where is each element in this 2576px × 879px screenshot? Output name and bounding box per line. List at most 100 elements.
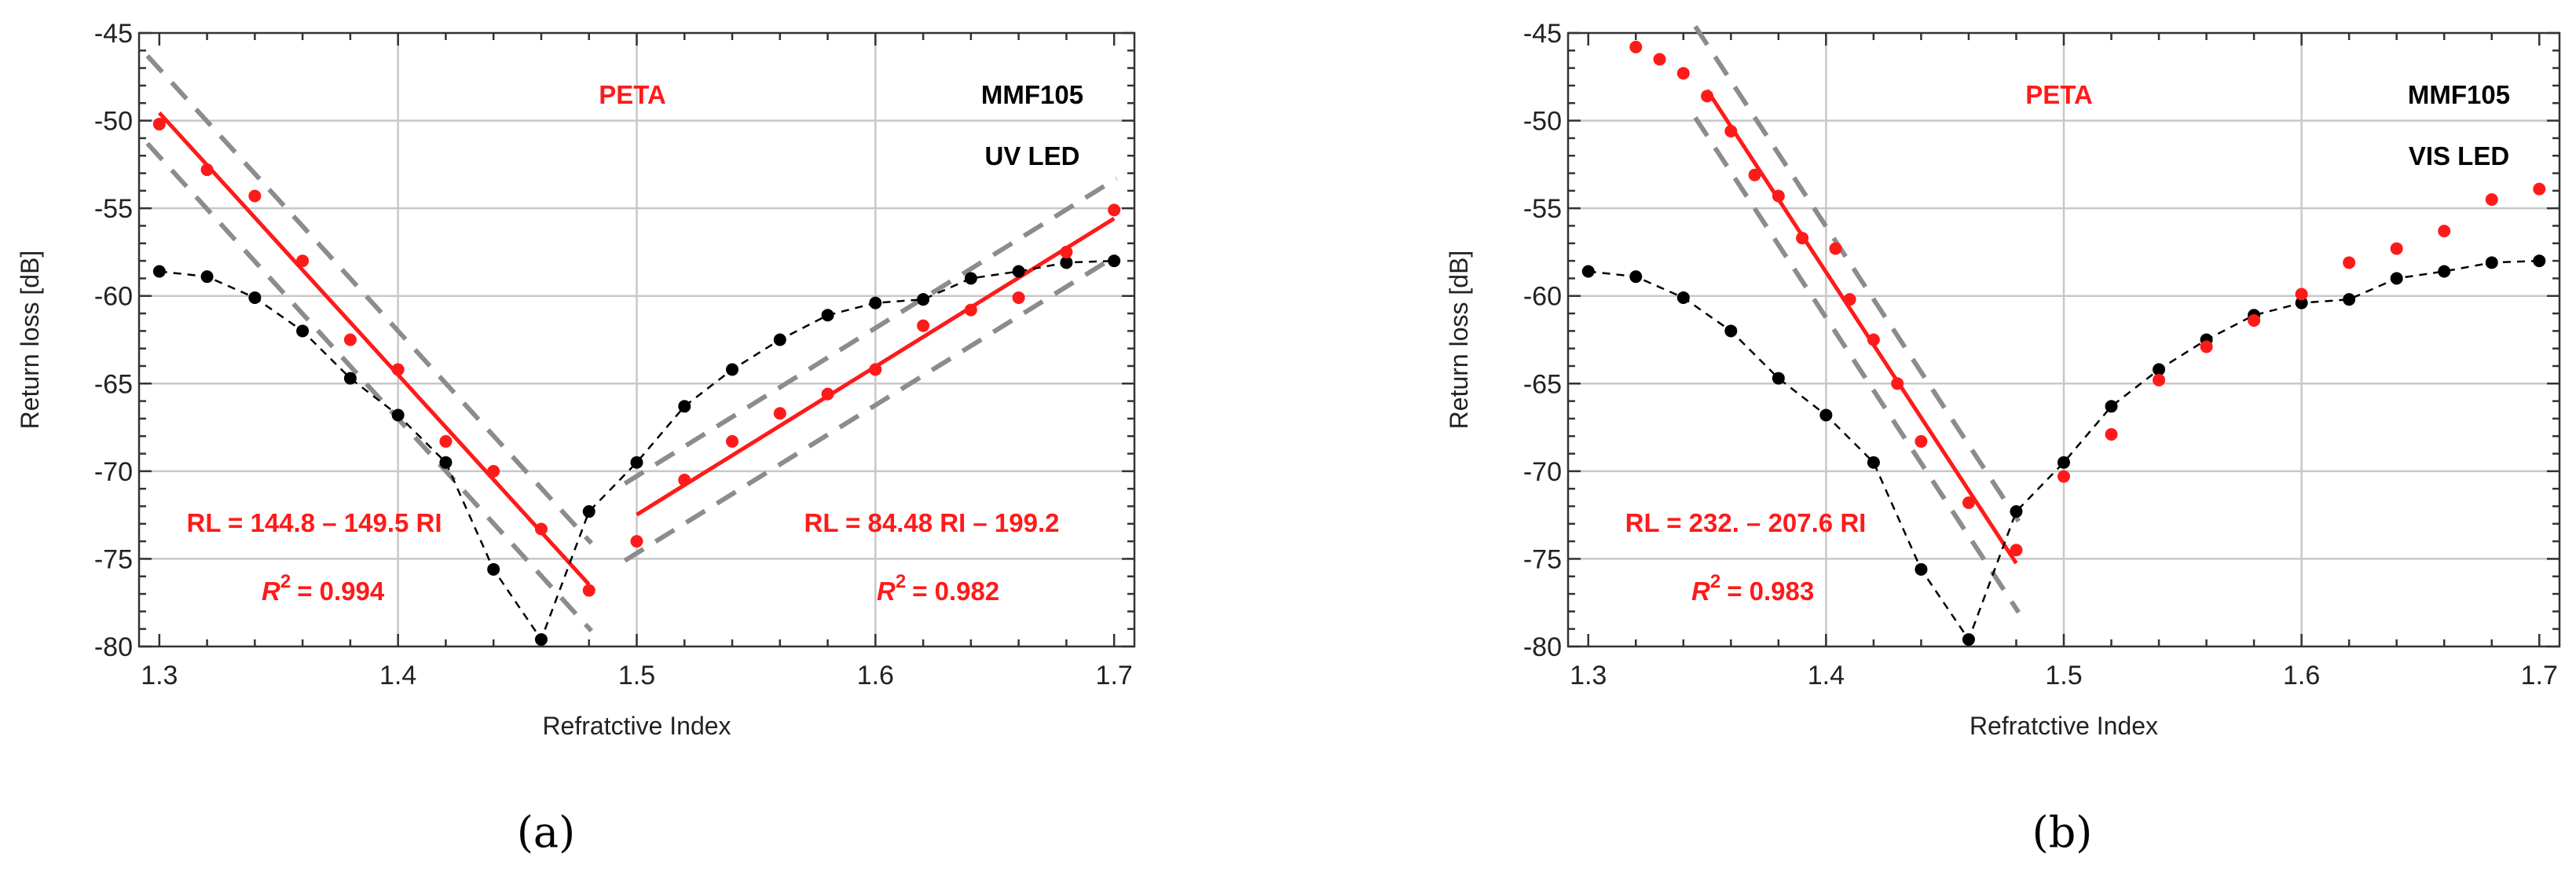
peta-point [2438,225,2451,238]
reference-point [1915,562,1928,576]
peta-point [2390,242,2403,255]
peta-point [200,163,214,177]
y-tick-label: -65 [94,369,133,399]
reference-point [2533,255,2546,268]
fit-line [1705,89,2018,565]
peta-point [1915,434,1928,448]
reference-point [821,309,834,322]
y-tick-label: -50 [1523,107,1562,137]
y-tick-label: -80 [1523,632,1562,662]
reference-point [152,265,166,278]
material-label: PETA [2025,80,2093,109]
r-squared-label: R2 = 0.983 [1691,571,1814,606]
reference-curve [1588,259,2540,642]
reference-point [2438,265,2451,278]
reference-point [2485,256,2498,269]
y-tick-label: -80 [94,632,133,662]
peta-point [964,303,977,317]
reference-point [1629,270,1643,284]
y-tick-label: -70 [1523,457,1562,487]
peta-point [2533,182,2546,196]
peta-point [1829,242,1842,255]
material-label: PETA [599,80,666,109]
reference-point [1772,372,1785,385]
peta-point [773,407,786,420]
peta-point [487,464,500,478]
peta-point [678,474,691,487]
r-exponent: 2 [896,571,906,592]
y-tick-label: -60 [94,282,133,312]
reference-point [2105,400,2118,413]
peta-point [391,363,405,376]
peta-point [296,255,310,268]
reference-point [1819,408,1833,422]
fit-equation: RL = 232. – 207.6 RI [1625,508,1867,537]
peta-point [582,584,595,597]
reference-point [1962,633,1975,646]
peta-point [1796,232,1809,245]
reference-point [2058,456,2070,469]
reference-point [869,296,882,309]
panel-a: 1.3 1.4 1.5 1.6 1.7 -45 -50 -55 -60 -65 -70 -75 -80 R… [16,19,1136,857]
reference-point [439,456,453,469]
fiber-label: MMF105 [2408,80,2510,109]
peta-point [439,434,453,448]
peta-point [1772,189,1785,203]
reference-point [582,505,595,518]
peta-point [1676,67,1690,80]
reference-point [296,324,310,338]
reference-point [248,291,262,304]
x-tick-label: 1.7 [1096,661,1133,690]
r-squared-value: = 0.994 [297,577,385,606]
reference-point [487,562,500,576]
panel-caption: (b) [2032,808,2093,857]
peta-point [1701,90,1714,103]
light-source-label: VIS LED [2409,141,2509,170]
reference-point [917,293,930,306]
x-axis-label: Refratctive Index [542,712,731,740]
peta-point [726,434,739,448]
reference-point [1060,256,1073,269]
reference-point [391,408,405,422]
x-tick-label: 1.4 [1808,661,1845,690]
panel-caption: (a) [517,808,575,857]
reference-point [2295,296,2308,309]
peta-point [534,522,548,536]
reference-point [630,456,643,469]
x-tick-label: 1.3 [1570,661,1607,690]
reference-point [2390,272,2403,285]
confidence-band-line [145,54,593,545]
peta-point [1108,203,1121,217]
x-axis-label: Refratctive Index [1970,712,2158,740]
r-symbol: R [1691,577,1710,606]
peta-point [2153,373,2166,386]
r-exponent: 2 [280,571,291,592]
reference-point [964,272,977,285]
y-tick-label: -55 [1523,194,1562,224]
peta-point [1724,124,1738,137]
confidence-band-line [145,141,593,633]
reference-point [1867,456,1880,469]
x-tick-label: 1.6 [2283,661,2320,690]
r-squared-label: R2 = 0.994 [262,571,385,606]
fiber-label: MMF105 [981,80,1083,109]
peta-point [1891,377,1904,390]
reference-point [1581,265,1595,278]
confidence-band-line [623,253,1118,563]
peta-point [630,535,643,548]
r-exponent: 2 [1710,571,1720,592]
y-tick-label: -45 [1523,19,1562,49]
peta-point [1653,53,1666,66]
peta-point [1060,245,1073,258]
peta-point [2248,313,2261,327]
reference-point [343,372,357,385]
x-tick-label: 1.7 [2521,661,2558,690]
reference-point [678,400,691,413]
confidence-band-line [623,176,1118,486]
reference-point [1012,265,1025,278]
y-tick-label: -70 [94,457,133,487]
x-tick-label: 1.4 [379,661,416,690]
reference-curve [159,259,1115,642]
reference-point [200,270,214,284]
